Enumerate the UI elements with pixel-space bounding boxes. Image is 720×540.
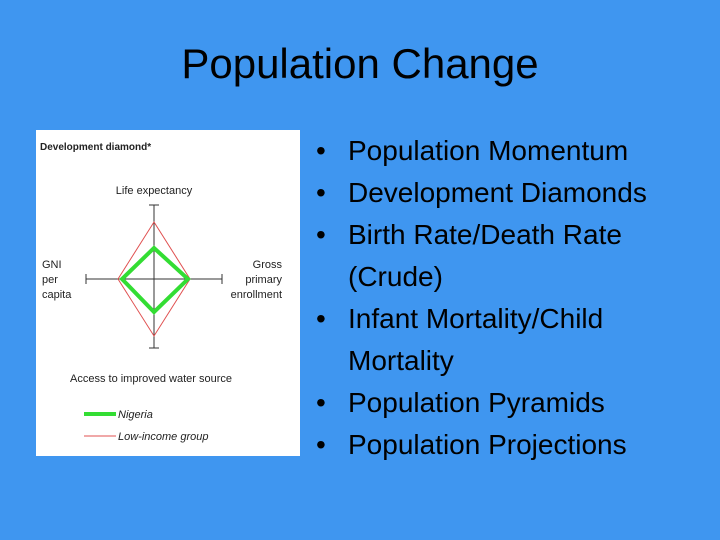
axis-label-bottom: Access to improved water source: [70, 373, 232, 385]
bullet-text: Infant Mortality/Child Mortality: [348, 303, 604, 376]
nigeria-diamond: [119, 245, 191, 315]
bullet-marker: •: [316, 429, 326, 460]
axis-label-left-line-2: per: [42, 274, 58, 286]
axis-label-right-line-1: Gross: [253, 259, 283, 271]
development-diamond-figure: Development diamond* Life expectancy GNI…: [36, 130, 300, 456]
bullet-item: • Population Projections: [312, 424, 712, 466]
bullet-list: • Population Momentum • Development Diamon…: [312, 130, 712, 466]
axis-label-top: Life expectancy: [116, 185, 193, 197]
axis-label-left-line-3: capita: [42, 289, 72, 301]
bullet-text: Population Pyramids: [348, 387, 605, 418]
bullet-marker: •: [316, 177, 326, 208]
low-income-diamond: [117, 221, 191, 337]
bullet-item: • Population Pyramids: [312, 382, 712, 424]
bullet-text: Population Momentum: [348, 135, 629, 166]
bullet-item: • Population Momentum: [312, 130, 712, 172]
bullet-marker: •: [316, 219, 326, 250]
figure-title: Development diamond*: [40, 142, 151, 153]
bullet-text: Population Projections: [348, 429, 627, 460]
bullet-text: Birth Rate/Death Rate (Crude): [348, 219, 622, 292]
axis-label-left-line-1: GNI: [42, 259, 62, 271]
legend-label-low-income: Low-income group: [118, 431, 209, 443]
bullet-item: • Development Diamonds: [312, 172, 712, 214]
bullet-marker: •: [316, 303, 326, 334]
bullet-marker: •: [316, 135, 326, 166]
bullet-item: • Birth Rate/Death Rate (Crude): [312, 214, 712, 298]
development-diamond-chart: Development diamond* Life expectancy GNI…: [40, 142, 283, 443]
bullet-marker: •: [316, 387, 326, 418]
bullet-text: Development Diamonds: [348, 177, 647, 208]
legend-label-nigeria: Nigeria: [118, 409, 153, 421]
bullet-item: • Infant Mortality/Child Mortality: [312, 298, 712, 382]
axis-label-right-line-3: enrollment: [231, 289, 282, 301]
slide-title: Population Change: [181, 40, 539, 87]
axis-label-right-line-2: primary: [245, 274, 282, 286]
